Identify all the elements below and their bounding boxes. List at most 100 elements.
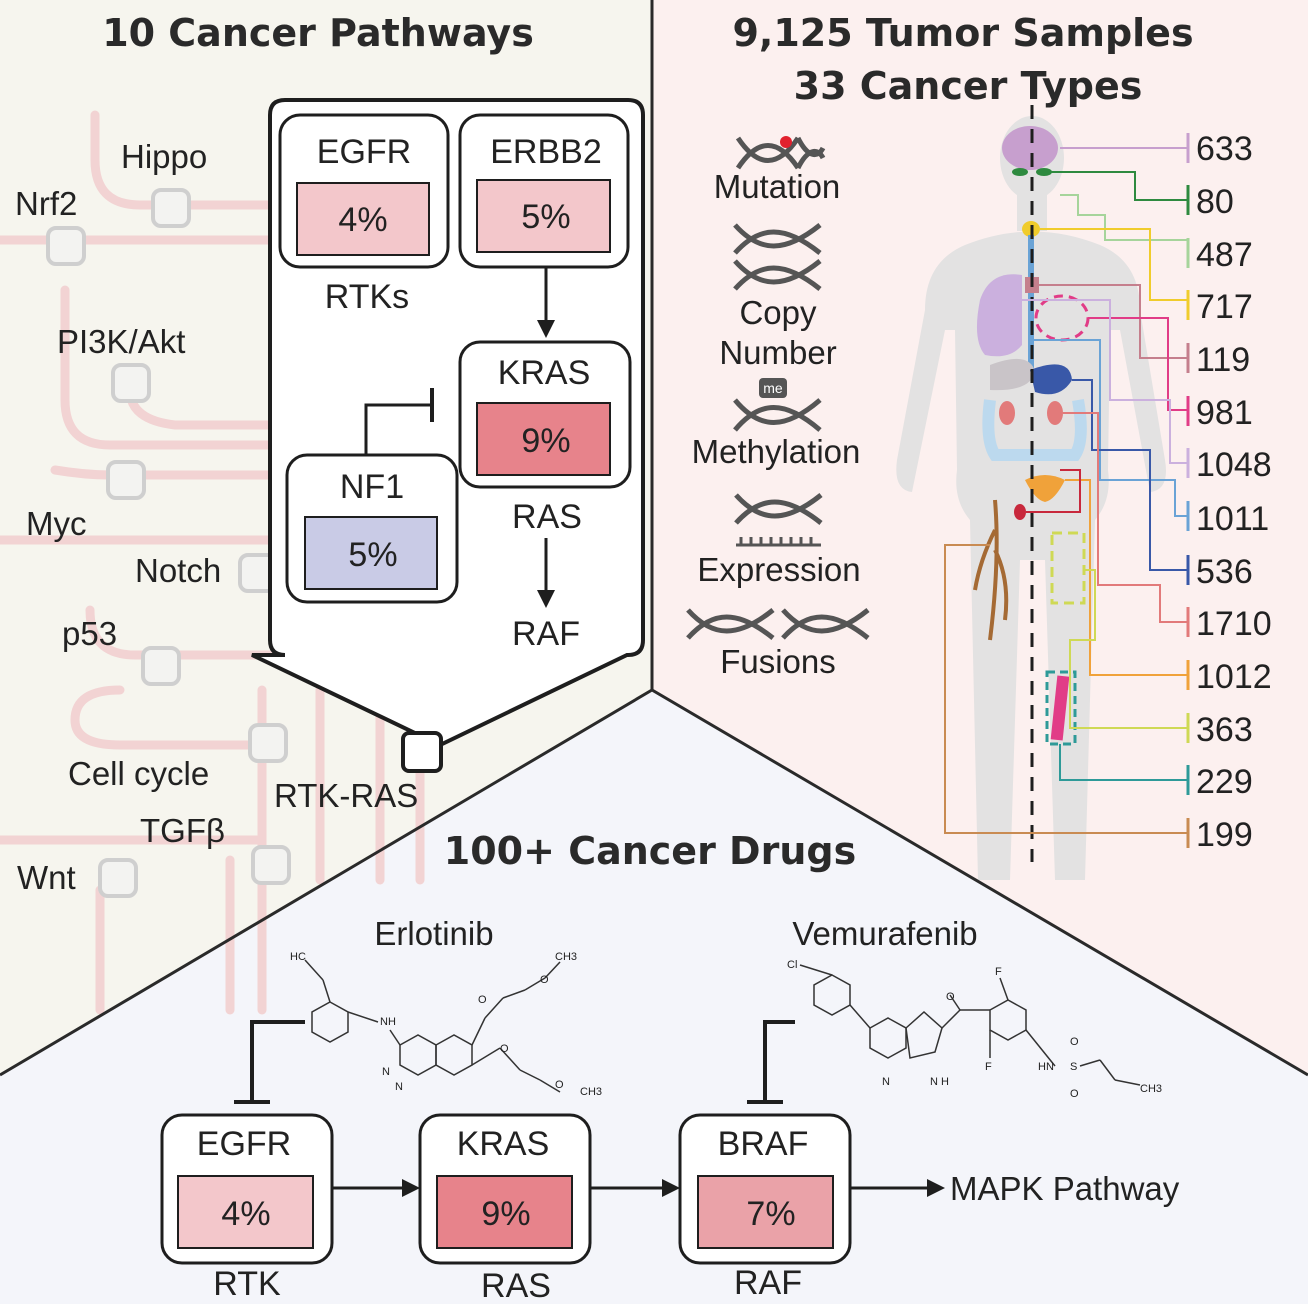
count-value: 1048 — [1196, 446, 1272, 484]
drugs-title: 100+ Cancer Drugs — [444, 829, 856, 873]
datatype-fusions: Fusions — [720, 643, 836, 680]
zoom-ras-label: RAS — [512, 498, 582, 536]
nerve-organ — [973, 499, 1009, 641]
count-value: 363 — [1196, 711, 1253, 749]
pathway-nodes — [46, 188, 291, 898]
drug-braf-fill — [697, 1175, 834, 1249]
svg-text:HC: HC — [290, 951, 306, 963]
count-value: 536 — [1196, 553, 1253, 591]
node-pi3k — [111, 363, 151, 403]
svg-text:CH3: CH3 — [580, 1086, 602, 1098]
datatype-number: Number — [719, 334, 836, 371]
svg-text:F: F — [985, 1061, 992, 1073]
drug-egfr-pct: 4% — [221, 1195, 270, 1233]
pathway-label-rtkras: RTK-RAS — [274, 777, 418, 814]
drug-ras-label: RAS — [481, 1267, 551, 1304]
count-value: 487 — [1196, 236, 1253, 274]
kidney-organ-right — [1047, 401, 1063, 425]
pathway-label-myc: Myc — [26, 505, 87, 542]
erlotinib-atoms: HC NH N N O O O O CH3 CH3 — [290, 951, 602, 1098]
svg-text:Cl: Cl — [787, 959, 797, 971]
drug-vemurafenib: Vemurafenib — [792, 915, 977, 952]
zoom-erbb2-pct: 5% — [521, 198, 570, 236]
count-value: 199 — [1196, 816, 1253, 854]
svg-text:F: F — [995, 966, 1002, 978]
mapk-pathway-label: MAPK Pathway — [950, 1170, 1180, 1207]
dna-methylation-icon: me — [733, 378, 822, 432]
panel-dividers — [0, 0, 1308, 1077]
connector-80 — [1044, 171, 1188, 201]
svg-text:O: O — [946, 991, 955, 1003]
uterus-organ — [1025, 475, 1065, 502]
nf1-inhibit-line — [364, 403, 430, 455]
connector-536 — [1072, 379, 1188, 571]
svg-text:O: O — [1070, 1088, 1079, 1100]
brain-organ — [1002, 126, 1058, 170]
pathway-label-hippo: Hippo — [121, 138, 207, 175]
connector-1710 — [1063, 412, 1188, 623]
count-value: 981 — [1196, 394, 1253, 432]
methyl-tag: me — [763, 380, 783, 396]
connector-119 — [1039, 284, 1188, 359]
stomach-organ — [1030, 364, 1072, 395]
drug-kras-pct: 9% — [481, 1195, 530, 1233]
kidney-organ-left — [999, 401, 1015, 425]
arrowhead-braf-mapk — [927, 1179, 945, 1197]
pathway-label-p53: p53 — [62, 615, 117, 652]
sarcoma-organ — [1050, 675, 1070, 741]
eye-organ — [1012, 168, 1028, 176]
lung-organ — [976, 274, 1022, 357]
samples-title-line1: 9,125 Tumor Samples — [732, 11, 1193, 55]
zoom-nf1-pct: 5% — [348, 536, 397, 574]
connector-981 — [1088, 317, 1188, 411]
zoom-egfr-gene: EGFR — [317, 133, 411, 171]
colon-organ — [982, 398, 1087, 461]
drug-braf-pct: 7% — [746, 1195, 795, 1233]
dna-fusions-icon — [686, 608, 870, 640]
pathways-title: 10 Cancer Pathways — [102, 11, 534, 55]
svg-text:O: O — [478, 994, 487, 1006]
datatype-mutation: Mutation — [714, 168, 841, 205]
drug-egfr-gene: EGFR — [197, 1125, 291, 1163]
zoom-nf1-gene: NF1 — [340, 468, 404, 506]
svg-text:HN: HN — [1038, 1061, 1054, 1073]
svg-text:N: N — [382, 1066, 390, 1078]
drug-kras-fill — [436, 1175, 573, 1249]
node-cellcycle — [248, 723, 288, 763]
drug-braf-gene: BRAF — [718, 1125, 809, 1163]
count-value: 717 — [1196, 288, 1253, 326]
dna-copy-number-icon — [733, 223, 822, 291]
svg-text:CH3: CH3 — [555, 951, 577, 963]
svg-text:O: O — [1070, 1036, 1079, 1048]
drug-raf-label: RAF — [734, 1264, 802, 1302]
erlotinib-structure — [304, 959, 561, 1093]
zoom-kras-gene: KRAS — [498, 354, 591, 392]
svg-text:N H: N H — [930, 1076, 949, 1088]
zoom-erbb2-gene: ERBB2 — [490, 133, 602, 171]
connector-prostate — [1026, 469, 1081, 513]
svg-text:CH3: CH3 — [1140, 1083, 1162, 1095]
arrowhead-erbb2-kras — [537, 320, 555, 338]
node-myc — [106, 460, 146, 500]
zoom-kras-fill — [476, 402, 611, 476]
zoom-nf1-fill — [304, 516, 438, 590]
count-value: 80 — [1196, 183, 1234, 221]
count-value: 229 — [1196, 763, 1253, 801]
pathway-label-notch: Notch — [135, 552, 221, 589]
zoom-egfr-fill — [296, 182, 430, 256]
count-value: 633 — [1196, 130, 1253, 168]
node-wnt — [98, 858, 138, 898]
rtk-ras-node — [401, 731, 443, 773]
drug-egfr-fill — [177, 1175, 314, 1249]
count-connectors — [944, 147, 1189, 834]
data-types: Mutation Copy Number me Methylation Expr… — [686, 136, 870, 680]
pathway-label-pi3k: PI3K/Akt — [57, 323, 185, 360]
arrowhead-egfr-kras — [402, 1179, 420, 1197]
connector-1048 — [1000, 299, 1188, 464]
connector-1011 — [1034, 339, 1188, 517]
connector-199 — [944, 544, 1188, 834]
drug-target-boxes: EGFR 4% RTK KRAS 9% RAS BRAF 7% RAF — [160, 1113, 852, 1305]
svg-text:NH: NH — [380, 1016, 396, 1028]
connector-229 — [1059, 744, 1188, 781]
vemurafenib-structure — [799, 964, 1141, 1086]
